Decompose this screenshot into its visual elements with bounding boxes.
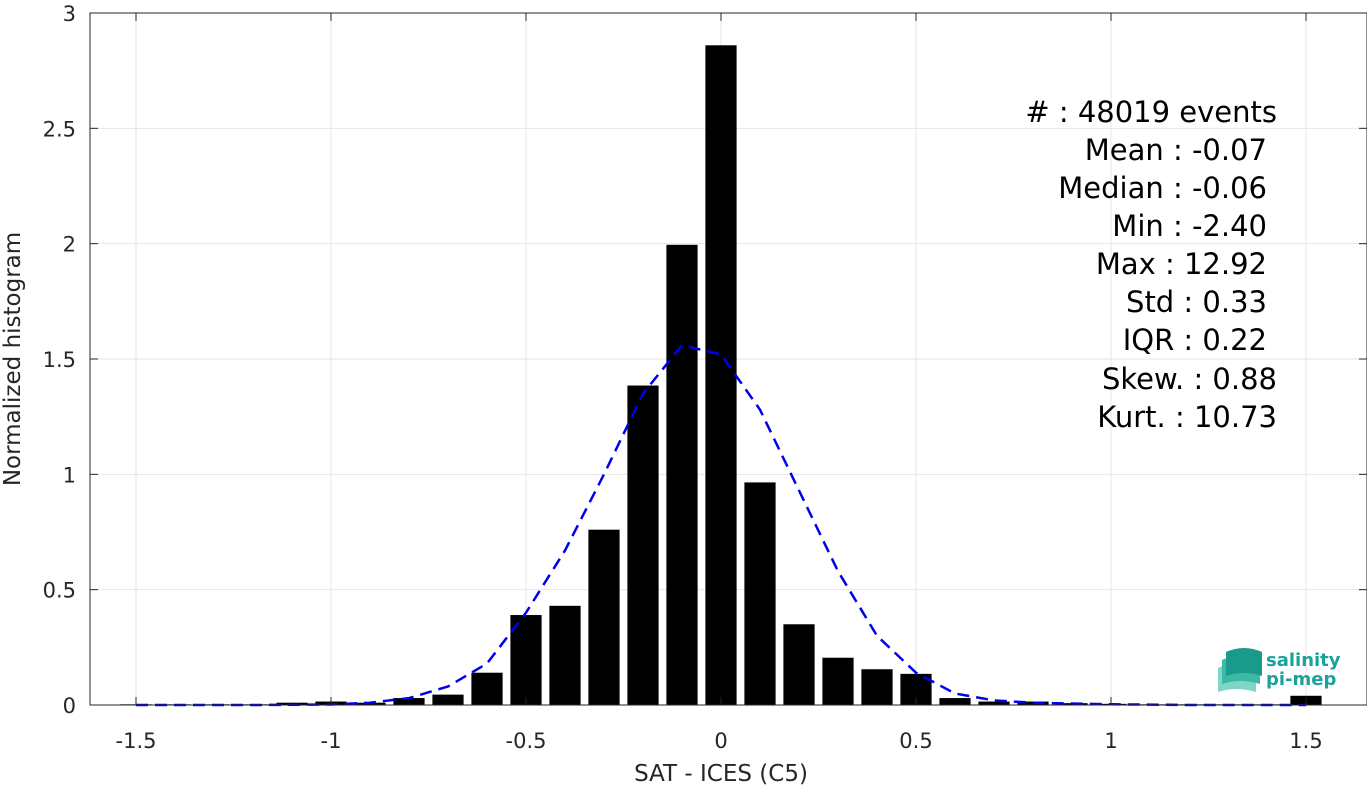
histogram-bar: [705, 45, 737, 705]
y-tick-label: 2.5: [43, 117, 76, 141]
x-axis-ticks: -1.5 -1 -0.5 0 0.5 1 1.5: [116, 13, 1323, 753]
histogram-bars: [120, 45, 1322, 705]
y-tick-label: 3: [63, 2, 76, 26]
logo-text-pimep: pi-mep: [1266, 669, 1336, 690]
histogram-bar: [549, 605, 581, 705]
x-tick-label: -1: [321, 729, 342, 753]
histogram-bar: [627, 385, 659, 705]
stat-std: Std : 0.33: [1126, 285, 1267, 319]
stat-kurt: Kurt. : 10.73: [1097, 400, 1277, 434]
histogram-bar: [744, 482, 776, 705]
x-axis-label: SAT - ICES (C5): [634, 761, 808, 785]
y-tick-label: 0: [63, 694, 76, 718]
stats-box: # : 48019 events Mean : -0.07 Median : -…: [1025, 95, 1277, 434]
histogram-bar: [978, 701, 1010, 705]
x-tick-label: 1.5: [1289, 729, 1322, 753]
stat-count: # : 48019 events: [1025, 95, 1277, 129]
histogram-bar: [393, 698, 425, 705]
histogram-bar: [783, 624, 815, 705]
histogram-bar: [939, 698, 971, 705]
salinity-pimep-logo: salinity pi-mep: [1218, 648, 1341, 692]
y-tick-label: 1.5: [43, 348, 76, 372]
x-tick-label: -0.5: [506, 729, 547, 753]
stat-median: Median : -0.06: [1058, 171, 1267, 205]
histogram-bar: [861, 669, 893, 705]
histogram-bar: [510, 615, 542, 705]
x-tick-label: -1.5: [116, 729, 157, 753]
stat-max: Max : 12.92: [1096, 247, 1267, 281]
stat-mean: Mean : -0.07: [1085, 133, 1267, 167]
histogram-bar: [666, 244, 698, 705]
y-axis-ticks: 0 0.5 1 1.5 2 2.5 3: [43, 2, 1367, 718]
normal-fit-curve: [136, 343, 1306, 707]
logo-text-salinity: salinity: [1266, 650, 1341, 671]
stat-skew: Skew. : 0.88: [1102, 362, 1277, 396]
x-tick-label: 0: [714, 729, 727, 753]
y-tick-label: 2: [63, 233, 76, 257]
x-tick-label: 0.5: [899, 729, 932, 753]
histogram-bar: [822, 657, 854, 705]
histogram-bar: [588, 529, 620, 705]
histogram-bar: [471, 672, 503, 705]
x-tick-label: 1: [1104, 729, 1117, 753]
y-tick-label: 1: [63, 463, 76, 487]
y-axis-label: Normalized histogram: [0, 232, 26, 486]
histogram-bar: [432, 694, 464, 705]
y-tick-label: 0.5: [43, 579, 76, 603]
stat-iqr: IQR : 0.22: [1123, 323, 1267, 357]
stat-min: Min : -2.40: [1112, 209, 1267, 243]
wave-layers-icon: [1218, 648, 1262, 692]
